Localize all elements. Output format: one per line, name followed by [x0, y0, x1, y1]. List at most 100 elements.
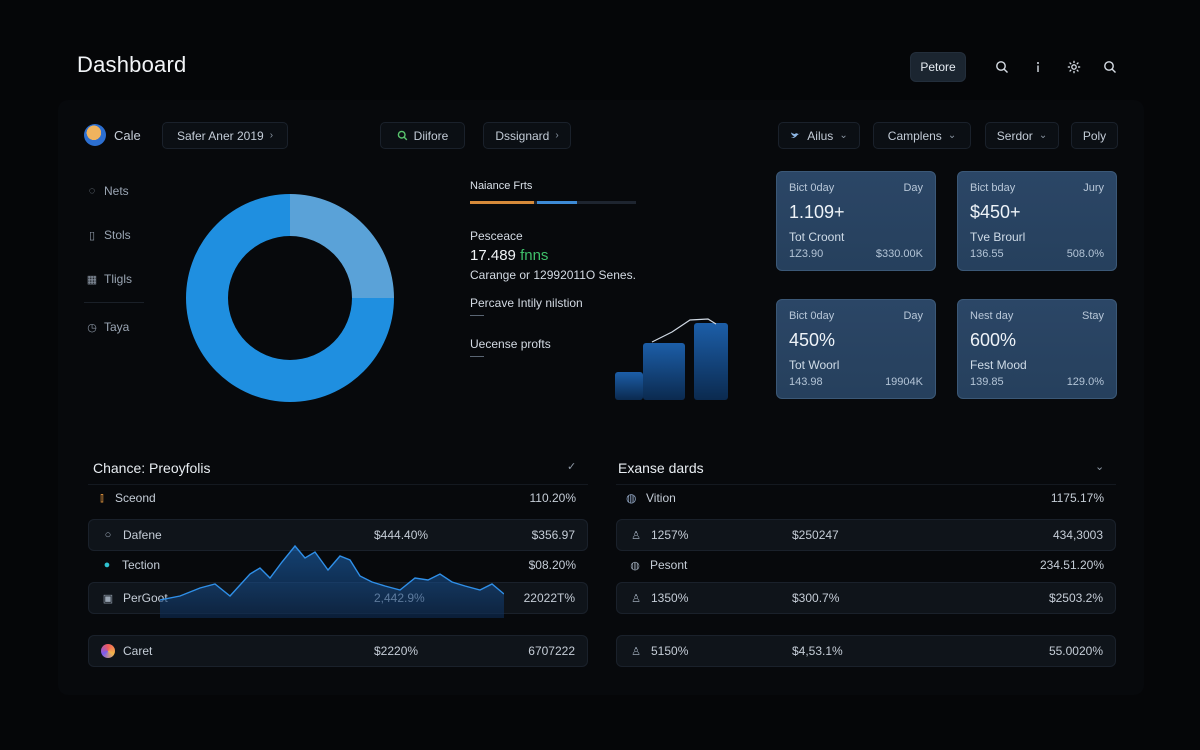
user-icon: ♙: [631, 592, 641, 605]
metric-number: 17.489: [470, 247, 516, 264]
chevron-down-icon: ⌄: [1038, 130, 1048, 141]
progress-segment-orange: [470, 201, 534, 204]
sidebar-item-label: Taya: [104, 320, 130, 334]
alias-dropdown[interactable]: Ailus ⌄: [778, 122, 860, 149]
row-label: 1350%: [651, 591, 689, 605]
row-value: 234.51.20%: [1039, 558, 1104, 572]
kpi-foot-left: 136.55: [970, 248, 1004, 260]
row-mid: $300.7%: [792, 591, 840, 605]
right-card-title: Exanse dards: [618, 460, 704, 476]
globe-icon: ◍: [630, 559, 640, 572]
chevron-right-icon: ›: [269, 130, 274, 141]
kpi-period: Jury: [1083, 182, 1104, 194]
table-row[interactable]: ○ Dafene $444.40% $356.97: [88, 519, 588, 551]
row-value: 22022T%: [523, 591, 575, 605]
metric-value: 17.489 fnns: [470, 247, 548, 264]
mini-bar: [694, 323, 728, 400]
header-label: Vition: [646, 491, 676, 505]
campaigns-dropdown[interactable]: Camplens ⌄: [873, 122, 971, 149]
header-actions: Petore: [910, 52, 1128, 82]
circle-icon: ○: [104, 529, 112, 541]
metrics-title: Naiance Frts: [470, 180, 533, 192]
header-value: 1175.17%: [1050, 491, 1104, 505]
settings-icon[interactable]: [1056, 52, 1092, 82]
dashboard-chip[interactable]: Dssignard ›: [483, 122, 571, 149]
sidebar-divider: [84, 302, 144, 303]
kpi-card[interactable]: Bict 0day Day 1.109+ Tot Croont 1Z3.90 $33…: [776, 171, 936, 271]
mini-bar: [643, 343, 685, 400]
user-icon: ♙: [631, 529, 641, 542]
kpi-card[interactable]: Nest day Stay 600% Fest Mood 139.85 129.0%: [957, 299, 1117, 399]
kpi-card[interactable]: Bict 0day Day 450% Tot Woorl 143.98 19904K: [776, 299, 936, 399]
row-value: $356.97: [531, 528, 575, 542]
kpi-title: Nest day: [970, 310, 1014, 322]
mini-bar-chart: [615, 318, 728, 400]
kpi-title: Bict 0day: [789, 310, 835, 322]
donut-chart: [186, 194, 394, 402]
row-mid: $4,53.1%: [792, 644, 843, 658]
kpi-foot-right: 129.0%: [1066, 376, 1104, 388]
table-row[interactable]: ● Tection $08.20%: [88, 553, 588, 577]
table-row[interactable]: ♙ 5150% $4,53.1% 55.0020%: [616, 635, 1116, 667]
table-row[interactable]: ▣ PerGoot 2,442.9% 22022T%: [88, 582, 588, 614]
row-value: 6707222: [528, 644, 575, 658]
kpi-value: 600%: [970, 330, 1017, 350]
bird-icon: [791, 131, 801, 138]
date-range-chip[interactable]: Safer Aner 2019 ›: [162, 122, 288, 149]
kpi-label: Tot Croont: [789, 230, 845, 244]
sidebar-item-label: Tligls: [104, 272, 133, 286]
kpi-title: Bict 0day: [789, 182, 835, 194]
primary-button[interactable]: Petore: [910, 52, 966, 82]
chevron-down-icon[interactable]: ⌄: [1095, 461, 1105, 473]
mini-trend-line: [651, 318, 717, 343]
policy-chip[interactable]: Poly: [1071, 122, 1118, 149]
search-icon[interactable]: [984, 52, 1020, 82]
sender-dropdown[interactable]: Serdor ⌄: [985, 122, 1059, 149]
row-label: Pesont: [650, 558, 688, 572]
table-row[interactable]: ♙ 1257% $250247 434,3003: [616, 519, 1116, 551]
avatar: [84, 124, 106, 146]
row-mid: $444.40%: [374, 528, 429, 542]
page-title: Dashboard: [77, 52, 187, 77]
search-icon[interactable]: [1092, 52, 1128, 82]
left-card-title: Chance: Preoyfolis: [93, 460, 211, 476]
metrics-summary: Naiance Frts: [470, 180, 730, 204]
kpi-label: Tot Woorl: [789, 358, 840, 372]
header-label: Sceond: [115, 491, 156, 505]
kpi-foot-left: 143.98: [789, 376, 823, 388]
header-value: 110.20%: [529, 491, 576, 505]
campaigns-label: Camplens: [887, 128, 942, 143]
row-value: $08.20%: [528, 558, 576, 572]
table-row[interactable]: Caret $2220% 6707222: [88, 635, 588, 667]
check-icon[interactable]: ✓: [567, 461, 577, 473]
kpi-foot-left: 1Z3.90: [789, 248, 824, 260]
table-row[interactable]: ♙ 1350% $300.7% $2503.2%: [616, 582, 1116, 614]
dashboard-chip-label: Dssignard: [495, 128, 550, 143]
sidebar-item-taya[interactable]: ◷ Taya: [86, 320, 129, 334]
right-card-header-row: ◍ Vition 1175.17%: [616, 486, 1116, 510]
sidebar-item-tligls[interactable]: ▦ Tligls: [86, 272, 132, 286]
row-label: 1257%: [651, 528, 689, 542]
card-divider: [616, 484, 1116, 485]
table-row[interactable]: ◍ Pesont 234.51.20%: [616, 553, 1116, 577]
search-icon: [397, 130, 407, 141]
kpi-value: $450+: [970, 202, 1021, 222]
kpi-foot-left: 139.85: [970, 376, 1004, 388]
card-divider: [88, 484, 588, 485]
user-menu[interactable]: Cale: [84, 124, 141, 146]
kpi-card[interactable]: Bict bday Jury $450+ Tve Brourl 136.55 508…: [957, 171, 1117, 271]
metric-description: Carange or 12992011O Senes.: [470, 268, 636, 282]
metric-label-tertiary: Uecense profts: [470, 337, 551, 351]
sidebar-item-stols[interactable]: ▯ Stols: [86, 228, 131, 242]
sidebar-item-nets[interactable]: ◌ Nets: [86, 184, 129, 198]
dot-icon: ●: [103, 559, 111, 571]
metric-label: Pesceace: [470, 229, 523, 243]
row-label: PerGoot: [123, 591, 168, 605]
kpi-title: Bict bday: [970, 182, 1016, 194]
search-chip-label: Diifore: [413, 128, 449, 143]
sender-label: Serdor: [996, 128, 1033, 143]
search-chip[interactable]: Diifore: [380, 122, 465, 149]
kpi-value: 450%: [789, 330, 836, 350]
info-icon[interactable]: [1020, 52, 1056, 82]
app-logo-icon: [101, 644, 115, 658]
